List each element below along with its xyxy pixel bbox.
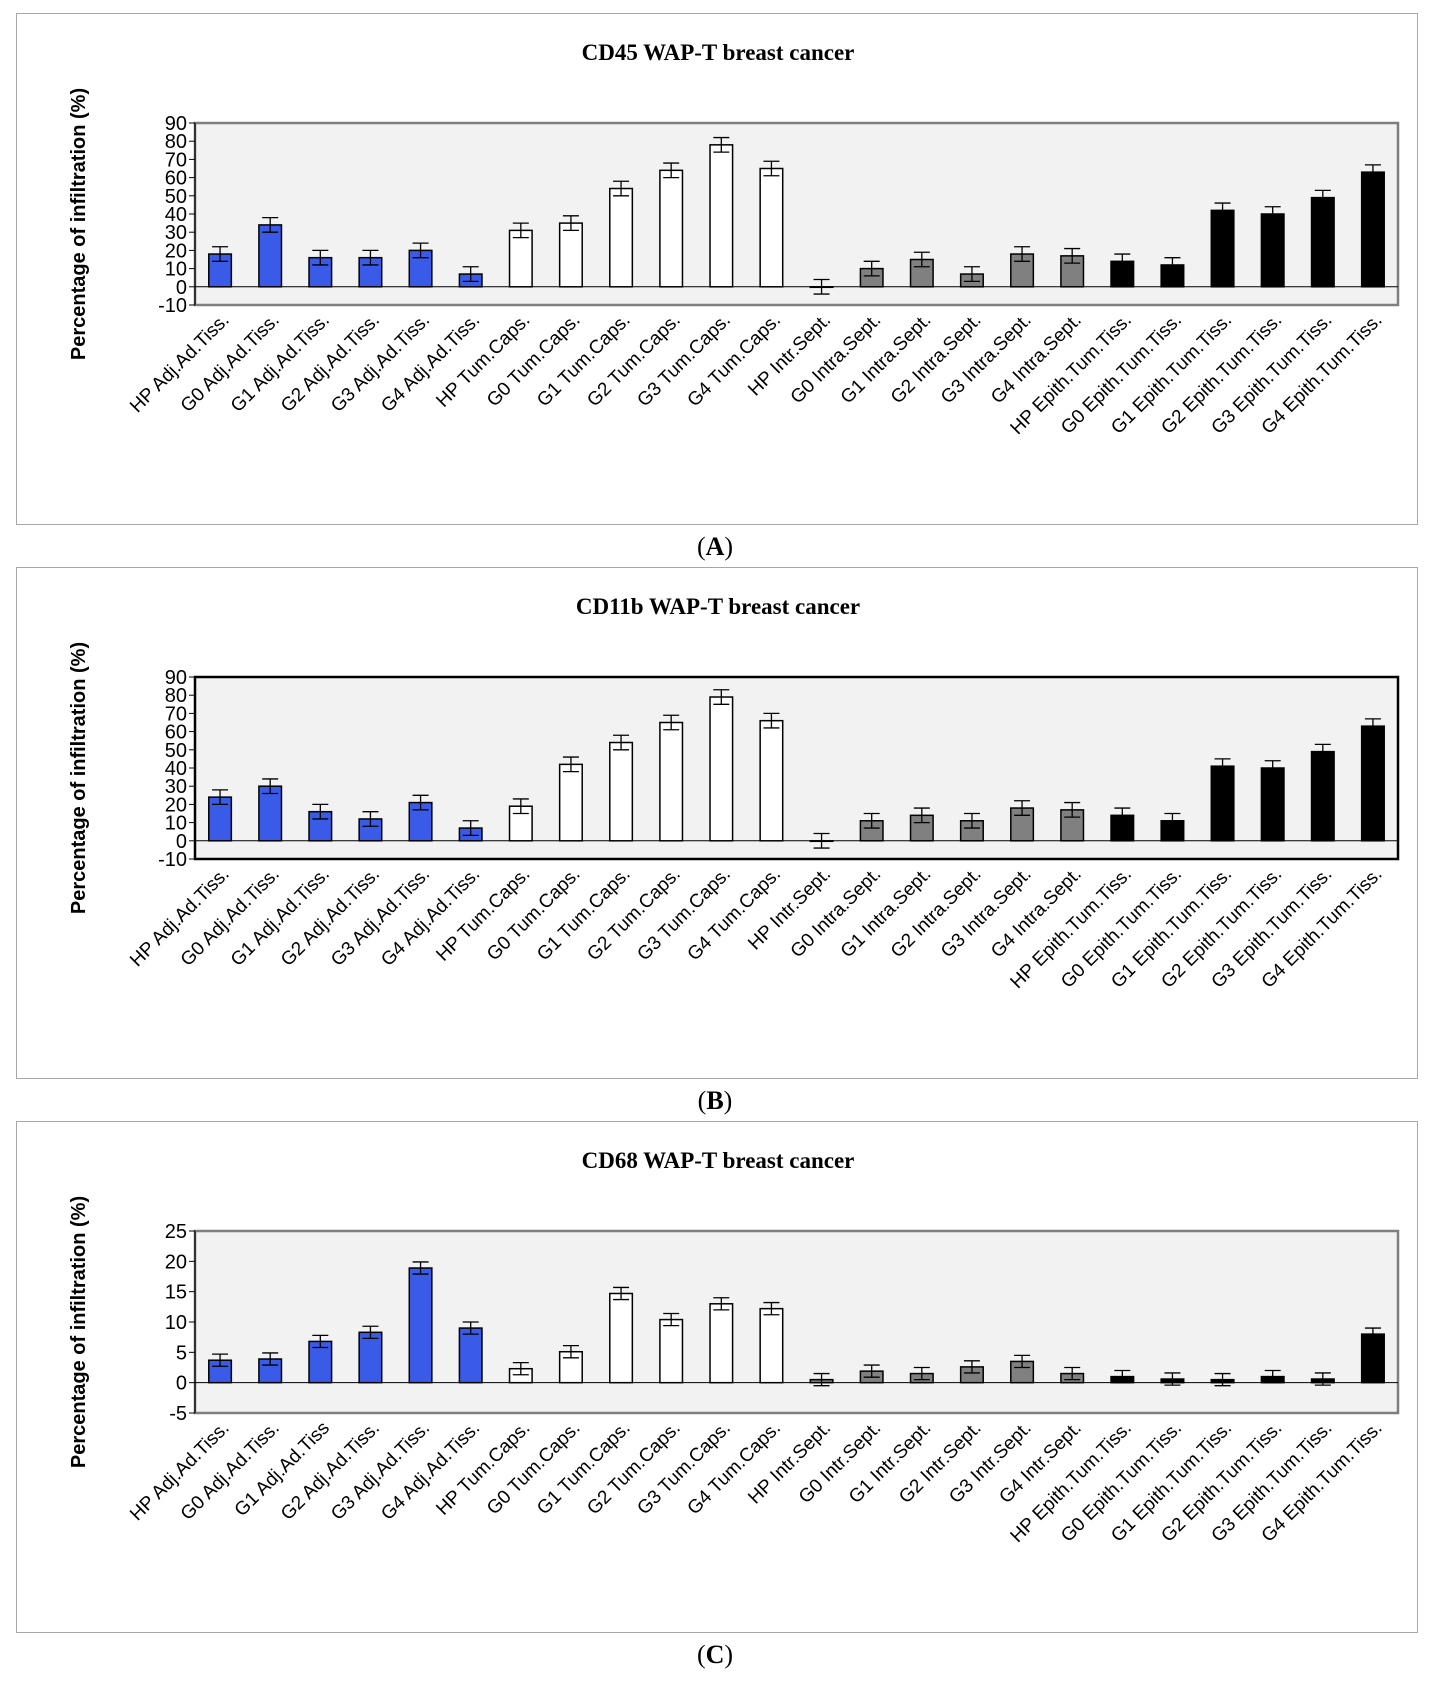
bar [258,224,283,288]
bar [609,741,634,842]
bar [659,169,684,288]
y-tick-label: 40 [165,204,187,226]
y-tick-label: 70 [165,703,187,725]
chart-svg-b: CD11b WAP-T breast cancer -10010203040506… [68,594,1400,993]
chart-title: CD11b WAP-T breast cancer [576,594,860,619]
bar [1260,767,1285,842]
bar [1210,209,1235,288]
y-tick-label: 0 [176,1373,187,1395]
bar [609,1292,634,1384]
chart-panel-c: CD68 WAP-T breast cancer -5 0 5 10 15 20 25 Perc… [16,1121,1418,1633]
bar [558,763,583,842]
chart-svg-c: CD68 WAP-T breast cancer -5 0 5 10 15 20 25 Perc… [68,1148,1400,1547]
y-tick-label: 50 [165,186,187,208]
chart-panel-b: CD11b WAP-T breast cancer -10 0 10 20 30 40 50 6… [16,567,1418,1079]
bar [1210,765,1235,842]
y-tick-label: 25 [165,1221,187,1243]
bar [408,1267,433,1384]
y-tick-label: -10 [158,849,187,871]
y-tick-label: 50 [165,740,187,762]
bar [709,144,734,288]
bar [1360,1333,1385,1384]
bar [508,229,533,288]
bar [759,719,784,842]
bar [358,1331,383,1384]
y-tick-label: 10 [165,813,187,835]
y-tick-label: 10 [165,259,187,281]
y-tick-label: 0 [176,831,187,853]
panel-label-c: (C) [696,1640,734,1669]
y-tick-label: 60 [165,722,187,744]
chart-svg-a: CD45 WAP-T breast cancer -100102030405060… [68,40,1400,439]
bar [759,1307,784,1384]
y-tick-label: 90 [165,667,187,689]
chart-panel-a: CD45 WAP-T breast cancer -10 0 10 20 30 40 50 60… [16,13,1418,525]
bar [709,696,734,842]
y-tick-label: -5 [169,1403,187,1425]
y-tick-label: 90 [165,113,187,135]
y-tick-label: 30 [165,222,187,244]
chart-title: CD45 WAP-T breast cancer [582,40,855,65]
y-tick-label: 40 [165,758,187,780]
y-tick-label: 70 [165,149,187,171]
y-axis-title: Percentage of infiltration (%) [68,642,90,914]
y-tick-label: 0 [176,277,187,299]
y-tick-label: 5 [176,1342,187,1364]
bar [1360,725,1385,842]
y-tick-label: 15 [165,1282,187,1304]
y-tick-label: 20 [165,240,187,262]
y-axis-title: Percentage of infiltration (%) [68,1196,90,1468]
plot-area [193,675,1400,861]
y-tick-label: 60 [165,168,187,190]
y-tick-label: 80 [165,131,187,153]
y-tick-label: 30 [165,776,187,798]
bar [258,785,283,842]
y-tick-label: 10 [165,1312,187,1334]
bar [759,167,784,288]
bar [1360,171,1385,288]
chart-title: CD68 WAP-T breast cancer [582,1148,855,1173]
panel-label-a: (A) [696,532,734,561]
bar [558,222,583,288]
bar [1310,750,1335,842]
bar [458,1327,483,1384]
bar [709,1303,734,1384]
y-axis-title: Percentage of infiltration (%) [68,88,90,360]
y-tick-label: 20 [165,794,187,816]
plot-area [193,121,1400,307]
bar [1310,196,1335,288]
bar [659,721,684,842]
y-tick-label: 20 [165,1251,187,1273]
bar [1260,213,1285,288]
y-tick-label: 80 [165,685,187,707]
y-tick-label: -10 [158,295,187,317]
bar [659,1318,684,1384]
bar [609,187,634,288]
panel-label-b: (B) [697,1086,733,1115]
